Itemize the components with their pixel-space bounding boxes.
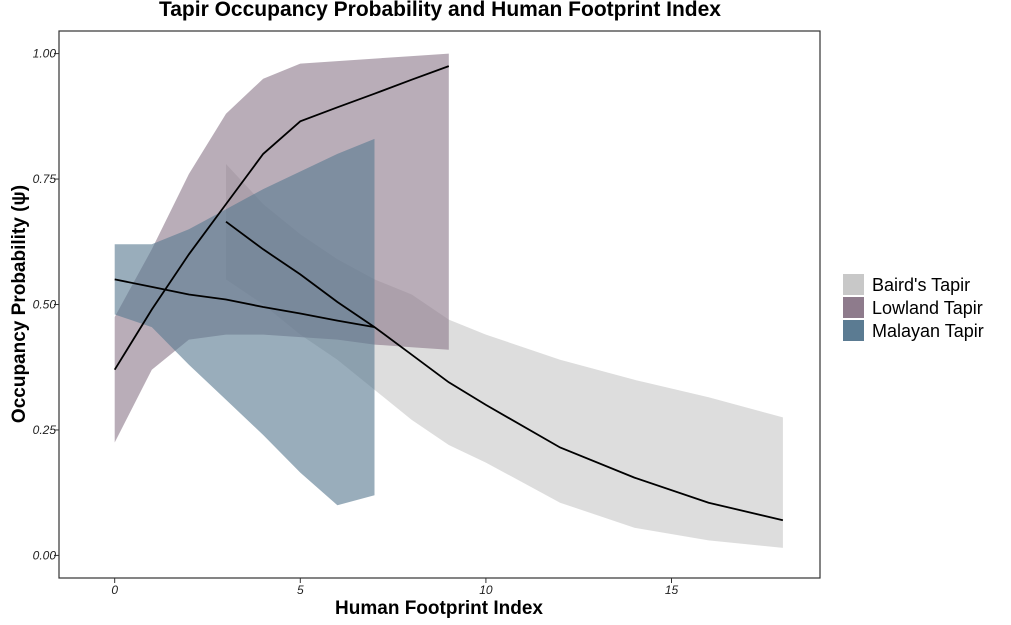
legend-key-baird-s-tapir	[843, 274, 864, 295]
x-tick-label: 5	[297, 583, 304, 597]
y-tick-label: 1.00	[33, 47, 57, 61]
y-tick-label: 0.25	[33, 423, 57, 437]
legend-key-lowland-tapir	[843, 297, 864, 318]
line-lowland-tapir	[113, 65, 450, 371]
line-malayan-tapir	[114, 278, 375, 328]
legend-key-malayan-tapir	[843, 320, 864, 341]
ribbon-malayan-tapir	[114, 138, 375, 506]
legend-label-baird-s-tapir: Baird's Tapir	[872, 275, 970, 295]
legend-label-lowland-tapir: Lowland Tapir	[872, 298, 983, 318]
y-tick-label: 0.50	[33, 298, 57, 312]
y-axis: 0.00 0.25 0.50 0.75 1.00	[33, 47, 59, 562]
chart-title: Tapir Occupancy Probability and Human Fo…	[159, 0, 721, 21]
x-tick-label: 10	[479, 583, 493, 597]
x-axis: 0 5 10 15	[111, 578, 679, 597]
legend: Baird's Tapir Lowland Tapir Malayan Tapir	[843, 274, 984, 341]
y-tick-label: 0.75	[33, 172, 57, 186]
y-tick-label: 0.00	[33, 548, 57, 562]
ribbon-baird-s-tapir	[226, 164, 783, 548]
ribbon-layer	[114, 53, 783, 548]
line-baird-s-tapir	[225, 220, 784, 522]
x-tick-label: 15	[665, 583, 679, 597]
legend-label-malayan-tapir: Malayan Tapir	[872, 321, 984, 341]
line-layer	[113, 65, 784, 522]
x-axis-title: Human Footprint Index	[335, 598, 543, 619]
x-tick-label: 0	[111, 583, 118, 597]
y-axis-title: Occupancy Probability (ψ)	[9, 185, 30, 423]
